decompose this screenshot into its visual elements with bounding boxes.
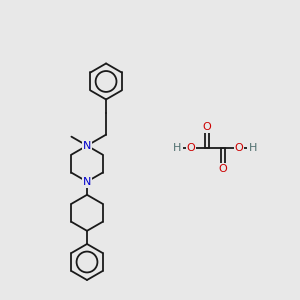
Text: H: H xyxy=(173,143,182,153)
Text: N: N xyxy=(83,141,91,151)
Text: O: O xyxy=(235,143,243,153)
Text: O: O xyxy=(187,143,195,153)
Text: O: O xyxy=(219,164,227,174)
Text: O: O xyxy=(202,122,211,132)
Text: N: N xyxy=(83,177,91,187)
Text: H: H xyxy=(248,143,257,153)
